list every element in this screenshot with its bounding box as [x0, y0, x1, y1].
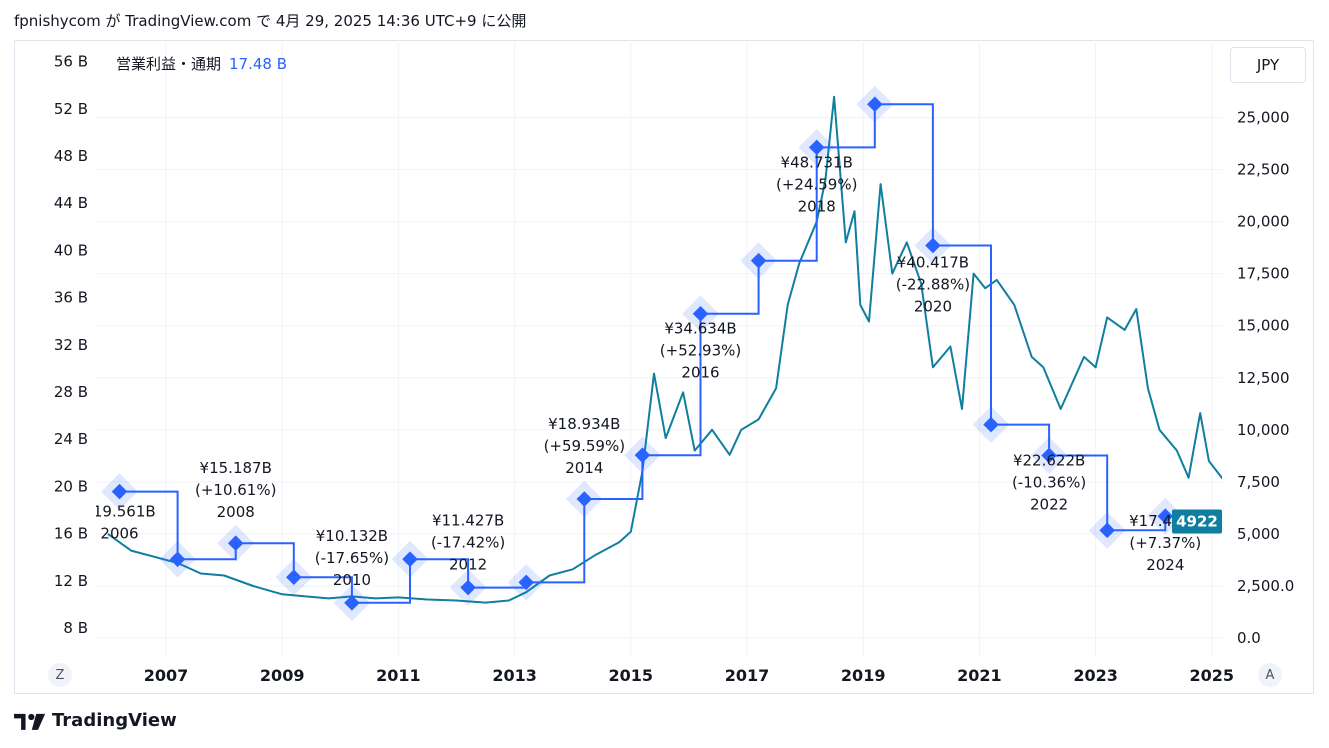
right-axis-tick: 12,500: [1237, 369, 1290, 387]
right-axis: 0.0 2,500.0 5,000 7,500 10,000 12,500 15,000 17…: [1237, 109, 1294, 648]
left-axis-tick: 16 B: [54, 525, 88, 543]
operating-profit-marker: [1041, 447, 1057, 464]
operating-profit-label: ¥19.561B: [83, 503, 155, 521]
x-axis: 2007 2009 2011 2013 2015 2017 2019 2021 2023 2025: [144, 666, 1234, 685]
left-axis-tick: 56 B: [54, 53, 88, 71]
operating-profit-label: 2024: [1146, 556, 1184, 574]
operating-profit-label: (-10.36%): [1012, 473, 1086, 491]
left-axis-tick: 44 B: [54, 194, 88, 212]
left-axis-tick: 52 B: [54, 100, 88, 118]
left-axis-tick: 28 B: [54, 383, 88, 401]
operating-profit-label: ¥34.634B: [664, 320, 736, 338]
operating-profit-label: ¥48.731B: [781, 153, 853, 171]
right-axis-tick: 20,000: [1237, 213, 1290, 231]
left-axis-tick: 40 B: [54, 241, 88, 259]
right-axis-tick: 5,000: [1237, 525, 1280, 543]
x-axis-tick: 2011: [376, 666, 421, 685]
operating-profit-label: ¥22.622B: [1013, 451, 1085, 469]
operating-profit-label: ¥11.427B: [432, 512, 504, 530]
operating-profit-label: (-22.88%): [896, 275, 970, 293]
operating-profit-label: 2016: [681, 364, 719, 382]
right-axis-tick: 17,500: [1237, 265, 1290, 283]
footer: TradingView: [14, 710, 177, 731]
legend-label: 営業利益・通期: [116, 55, 222, 73]
operating-profit-label: (+7.37%): [1129, 534, 1201, 552]
x-axis-tick: 2007: [144, 666, 189, 685]
operating-profit-label: 2010: [333, 571, 371, 589]
operating-profit-label: 2014: [565, 459, 603, 477]
right-axis-tick: 10,000: [1237, 421, 1290, 439]
left-axis-tick: 8 B: [63, 619, 88, 637]
x-axis-tick: 2013: [492, 666, 537, 685]
operating-profit-marker: [227, 535, 244, 551]
operating-profit-label: ¥15.187B: [200, 459, 272, 477]
last-price-badge-group: 4922: [1172, 509, 1222, 534]
operating-profit-marker: [1157, 508, 1174, 524]
right-axis-tick: 25,000: [1237, 109, 1290, 127]
x-axis-tick: 2009: [260, 666, 305, 685]
left-axis-tick: 48 B: [54, 147, 88, 165]
operating-profit-labels: ¥19.561B 2006 ¥15.187B (+10.61%) 2008 ¥10.132…: [83, 153, 1201, 589]
left-axis-tick: 32 B: [54, 336, 88, 354]
operating-profit-label: 2012: [449, 556, 487, 574]
x-axis-tick: 2019: [841, 666, 886, 685]
tradingview-logo-icon: [14, 713, 46, 730]
operating-profit-label: ¥40.417B: [897, 253, 969, 271]
operating-profit-label: (+10.61%): [195, 481, 276, 499]
publish-info: fpnishycom が TradingView.com で 4月 29, 20…: [14, 12, 527, 30]
operating-profit-marker: [1099, 522, 1115, 539]
operating-profit-line: [119, 103, 1222, 604]
left-axis-tick: 12 B: [54, 572, 88, 590]
operating-profit-label: (-17.65%): [315, 549, 389, 567]
operating-profit-label: (+24.59%): [776, 175, 857, 193]
price-series: [107, 95, 1222, 604]
operating-profit-marker: [808, 139, 825, 156]
operating-profit-label: 2020: [914, 297, 952, 315]
x-axis-tick: 2023: [1073, 666, 1118, 685]
currency-button[interactable]: JPY: [1230, 47, 1306, 83]
operating-profit-label: (+59.59%): [544, 437, 625, 455]
operating-profit-label: (-17.42%): [431, 534, 505, 552]
grid: [96, 40, 1222, 656]
right-axis-tick: 22,500: [1237, 161, 1290, 179]
operating-profit-label: 2018: [798, 197, 836, 215]
operating-profit-label: ¥18.934B: [548, 415, 620, 433]
left-axis-tick: 36 B: [54, 289, 88, 307]
operating-profit-label: (+52.93%): [660, 342, 741, 360]
price-line: [107, 95, 1222, 604]
operating-profit-label: 2006: [100, 525, 138, 543]
right-axis-tick: 0.0: [1237, 629, 1261, 647]
chart-frame: [14, 40, 1314, 694]
right-axis-tick: 7,500: [1237, 473, 1280, 491]
operating-profit-label: 2022: [1030, 495, 1068, 513]
legend-value: 17.48 B: [229, 55, 288, 73]
last-price-badge: [1172, 509, 1222, 534]
operating-profit-label: ¥10.132B: [316, 527, 388, 545]
x-axis-tick: 2017: [725, 666, 770, 685]
left-axis: 8 B 12 B 16 B 20 B 24 B 28 B 32 B 36 B 40 B 44 B 4…: [54, 53, 88, 637]
left-scale-button[interactable]: Z: [48, 663, 72, 687]
legend: 営業利益・通期 17.48 B: [116, 53, 287, 74]
operating-profit-marker: [169, 551, 186, 568]
left-axis-tick: 20 B: [54, 477, 88, 495]
x-axis-tick: 2021: [957, 666, 1002, 685]
footer-brand: TradingView: [52, 710, 177, 731]
x-axis-tick: 2015: [609, 666, 654, 685]
x-axis-tick: 2025: [1190, 666, 1235, 685]
right-axis-tick: 2,500.0: [1237, 577, 1294, 595]
operating-profit-marker: [518, 574, 534, 591]
operating-profit-label: 2008: [217, 503, 255, 521]
right-scale-button[interactable]: A: [1258, 663, 1282, 687]
last-price-label: 4922: [1176, 513, 1218, 531]
right-axis-tick: 15,000: [1237, 317, 1290, 335]
operating-profit-marker: [925, 237, 941, 254]
left-axis-tick: 24 B: [54, 430, 88, 448]
